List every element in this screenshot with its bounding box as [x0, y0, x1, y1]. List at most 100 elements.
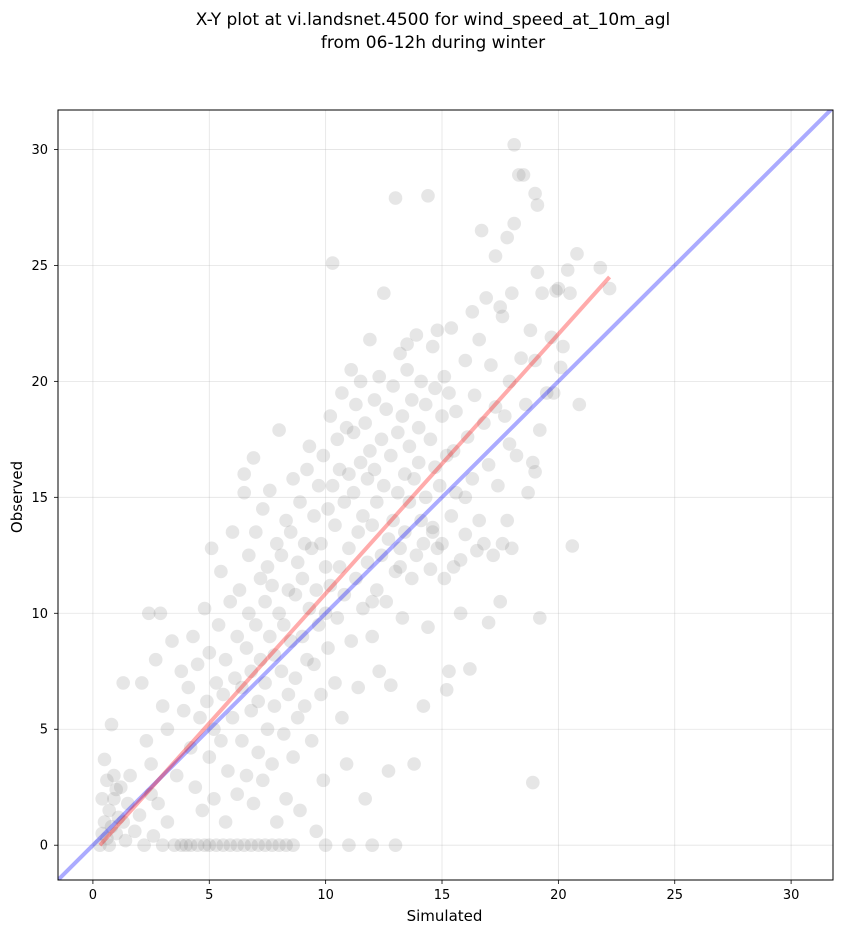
scatter-point: [330, 432, 345, 447]
scatter-point: [353, 455, 368, 470]
scatter-point: [258, 594, 272, 609]
scatter-point: [393, 541, 407, 556]
scatter-point: [370, 583, 384, 597]
scatter-point: [218, 652, 233, 667]
scatter-point: [321, 502, 335, 516]
scatter-point: [491, 478, 505, 493]
scatter-point: [365, 629, 380, 644]
scatter-point: [393, 346, 407, 361]
scatter-point: [509, 448, 524, 463]
scatter-point: [316, 448, 331, 463]
scatter-point: [453, 553, 468, 567]
y-tick-label: 10: [31, 607, 48, 622]
scatter-point: [283, 634, 298, 648]
scatter-point: [104, 819, 119, 834]
scatter-point: [458, 527, 473, 542]
scatter-point: [423, 562, 438, 576]
scatter-point: [344, 363, 359, 377]
scatter-point: [533, 423, 547, 437]
scatter-point: [444, 509, 459, 523]
scatter-point: [546, 386, 561, 400]
scatter-point: [381, 532, 396, 546]
scatter-point: [346, 485, 361, 500]
reference-lines: [58, 110, 833, 880]
scatter-point: [388, 564, 403, 579]
scatter-point: [335, 386, 349, 400]
scatter-point: [381, 764, 396, 778]
scatter-point: [370, 495, 384, 509]
scatter-point: [288, 587, 303, 602]
scatter-point: [230, 787, 244, 801]
scatter-point: [293, 495, 307, 509]
scatter-point: [560, 263, 575, 277]
scatter-point: [430, 541, 445, 556]
scatter-point: [304, 734, 319, 748]
scatter-point: [144, 787, 158, 801]
x-tick-label: 10: [317, 888, 334, 903]
scatter-points: [93, 138, 617, 852]
scatter-point: [111, 810, 126, 825]
scatter-point: [533, 611, 547, 625]
scatter-point: [405, 393, 419, 407]
scatter-point: [295, 629, 310, 644]
scatter-point: [311, 478, 326, 493]
x-tick-label: 5: [205, 888, 213, 903]
scatter-point: [214, 734, 228, 748]
scatter-point: [374, 548, 389, 563]
scatter-point: [102, 803, 116, 818]
scatter-point: [216, 687, 230, 702]
scatter-point: [272, 423, 286, 437]
scatter-point: [270, 536, 284, 551]
scatter-point: [274, 548, 289, 563]
scatter-point: [309, 824, 324, 839]
scatter-point: [116, 815, 130, 829]
scatter-point: [253, 652, 268, 667]
scatter-point: [432, 478, 447, 493]
scatter-point: [393, 560, 407, 574]
scatter-point: [365, 838, 380, 852]
scatter-point: [502, 374, 517, 389]
scatter-point: [409, 548, 424, 563]
scatter-point: [356, 601, 370, 616]
scatter-point: [602, 281, 617, 296]
x-tick-label: 15: [434, 888, 451, 903]
scatter-point: [288, 671, 303, 685]
scatter-point: [307, 657, 321, 672]
y-tick-label: 30: [31, 143, 48, 158]
scatter-point: [400, 363, 414, 377]
scatter-point: [232, 583, 247, 597]
scatter-point: [302, 439, 317, 454]
scatter-point: [246, 796, 261, 811]
scatter-point: [100, 831, 114, 846]
scatter-point: [465, 305, 480, 319]
scatter-point: [425, 339, 440, 354]
scatter-point: [363, 332, 377, 347]
y-axis-label: Observed: [8, 461, 26, 533]
scatter-point: [142, 606, 156, 621]
scatter-point: [530, 265, 545, 280]
scatter-point: [314, 687, 328, 702]
scatter-point: [416, 536, 431, 551]
scatter-point: [307, 509, 321, 523]
scatter-point: [539, 386, 554, 400]
scatter-point: [286, 472, 300, 486]
scatter-point: [446, 560, 461, 574]
scatter-point: [535, 286, 549, 301]
scatter-point: [337, 495, 352, 509]
scatter-point: [349, 397, 363, 412]
scatter-point: [360, 472, 375, 486]
scatter-point: [367, 393, 382, 407]
scatter-point: [407, 472, 421, 486]
scatter-point: [386, 513, 400, 528]
scatter-point: [519, 397, 533, 412]
scatter-point: [207, 722, 221, 736]
scatter-point: [428, 460, 442, 475]
scatter-point: [300, 652, 314, 667]
scatter-point: [516, 168, 531, 182]
scatter-point: [230, 629, 244, 644]
scatter-point: [435, 409, 449, 423]
grid-lines: [58, 110, 833, 880]
scatter-point: [202, 838, 217, 852]
scatter-point: [121, 796, 135, 811]
